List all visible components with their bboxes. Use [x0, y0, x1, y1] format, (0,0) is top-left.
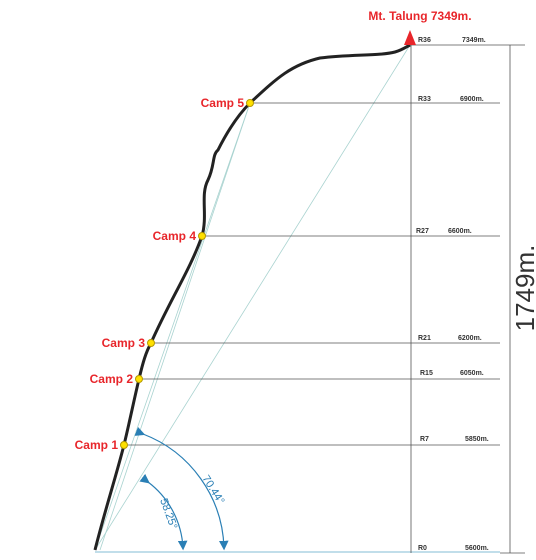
camp-marker: [147, 339, 155, 347]
altitude-label: 6900m.: [460, 96, 484, 103]
angle-label: 58.25°: [157, 497, 179, 531]
angle-label: 70.44°: [199, 473, 226, 506]
rope-label: R0: [418, 545, 427, 552]
altitude-label: 6200m.: [458, 335, 482, 342]
altitude-label: 7349m.: [462, 37, 486, 44]
camp-marker: [198, 232, 206, 240]
camp-label: Camp 3: [102, 336, 146, 350]
rope-label: R15: [420, 370, 433, 377]
rope-label: R36: [418, 37, 431, 44]
altitude-label: 6050m.: [460, 370, 484, 377]
camp-marker: [120, 441, 128, 449]
altitude-label: 5850m.: [465, 436, 489, 443]
rope-label: R27: [416, 228, 429, 235]
rope-label: R7: [420, 436, 429, 443]
guide-line: [99, 102, 251, 551]
camp-marker: [246, 99, 254, 107]
camp-label: Camp 4: [153, 229, 197, 243]
height-label: 1749m.: [510, 245, 536, 332]
camp-marker: [135, 375, 143, 383]
rope-label: R33: [418, 96, 431, 103]
summit-label: Mt. Talung 7349m.: [368, 9, 471, 23]
camp-label: Camp 1: [75, 438, 119, 452]
camp-label: Camp 5: [201, 96, 245, 110]
camp-label: Camp 2: [90, 372, 134, 386]
guide-line: [94, 102, 251, 551]
route-line: [93, 43, 411, 551]
altitude-label: 6600m.: [448, 228, 472, 235]
altitude-label: 5600m.: [465, 545, 489, 552]
angle-arc: [139, 473, 188, 551]
angle-arc: [134, 426, 229, 551]
guide-line: [94, 44, 411, 551]
rope-label: R21: [418, 335, 431, 342]
summit-marker: [404, 30, 416, 45]
